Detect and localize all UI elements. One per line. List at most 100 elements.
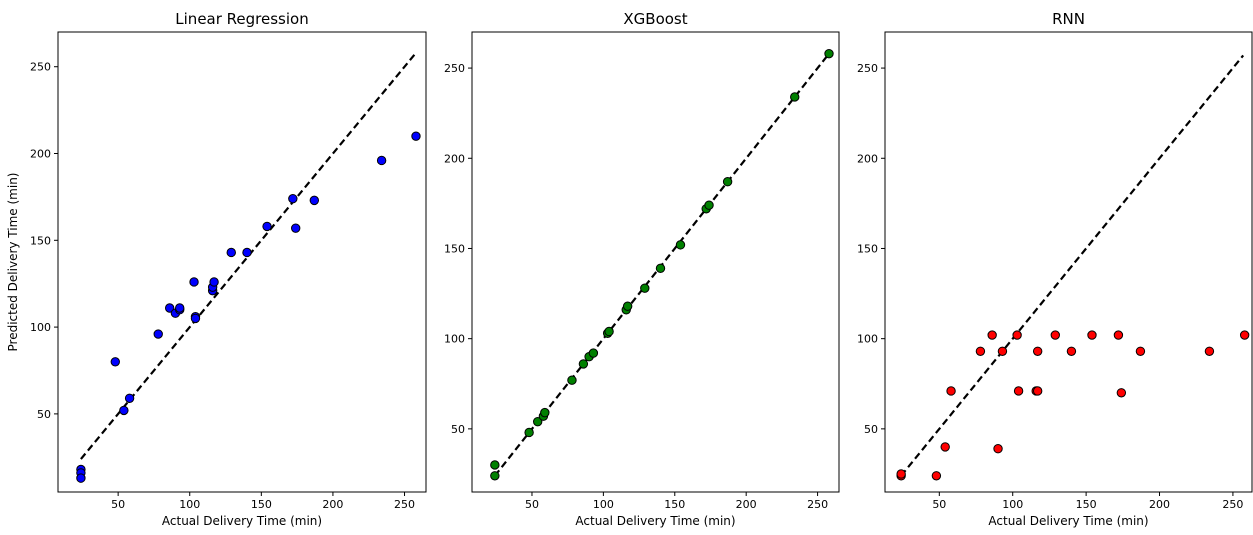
y-tick-label: 150 [857,242,878,255]
x-axis-label: Actual Delivery Time (min) [988,514,1148,528]
data-point [1087,330,1097,340]
y-tick-label: 100 [857,333,878,346]
data-point [1135,346,1146,356]
y-tick-label: 200 [30,148,51,161]
y-tick-label: 200 [444,152,465,165]
x-tick-label: 150 [251,498,272,511]
data-point [540,407,550,418]
data-point [1032,346,1043,356]
data-point [524,427,534,438]
data-point [532,416,543,427]
data-point [288,193,298,204]
data-point [1113,330,1124,340]
data-point [790,92,800,102]
data-point [242,247,252,258]
data-point [490,471,500,481]
x-tick-label: 50 [525,498,539,511]
y-tick-label: 50 [37,408,51,421]
x-tick-label: 200 [322,498,343,511]
data-point [704,200,714,210]
data-point [290,223,301,233]
data-point [1204,346,1215,356]
y-tick-label: 100 [30,321,51,334]
data-point [189,277,199,287]
data-point [490,460,500,470]
y-tick-label: 250 [444,62,465,75]
axes-frame [471,31,840,493]
x-tick-label: 200 [1149,498,1170,511]
data-point [578,359,589,369]
data-point [722,177,733,187]
axes-frame [884,31,1253,493]
x-tick-label: 150 [664,498,685,511]
subplot-3: RNN 50 100 150 200 250 50 100 150 200 250 Actual De… [857,10,1253,528]
y-tick-label: 150 [30,234,51,247]
data-point [987,330,997,340]
data-point [931,471,942,481]
subplot-title: Linear Regression [175,10,308,28]
data-point [209,277,219,287]
x-axis-label: Actual Delivery Time (min) [575,514,735,528]
data-point [604,326,614,337]
data-point [1013,386,1024,396]
data-point [896,469,906,479]
subplot-title: XGBoost [623,10,687,28]
ideal-fit-line [900,54,1245,477]
data-point [993,444,1003,454]
data-point [164,303,175,313]
data-point [640,283,650,293]
x-tick-label: 100 [593,498,614,511]
data-point [1116,388,1127,398]
x-tick-label: 250 [1222,498,1243,511]
data-point [675,240,686,250]
x-tick-label: 100 [1002,498,1023,511]
x-tick-label: 50 [932,498,946,511]
x-tick-label: 150 [1076,498,1097,511]
y-tick-label: 50 [451,423,465,436]
data-point [119,405,129,416]
y-axis-label: Predicted Delivery Time (min) [6,173,20,352]
y-tick-label: 250 [857,62,878,75]
data-point [824,48,834,59]
data-point [124,393,135,403]
data-point [567,375,577,385]
x-tick-label: 100 [179,498,200,511]
data-point [376,155,387,166]
data-point [190,313,201,324]
subplot-2: XGBoost 50 100 150 200 250 50 100 150 200 250 Actua… [444,10,840,528]
data-point [411,131,421,141]
subplot-title: RNN [1052,10,1085,28]
y-tick-label: 150 [444,242,465,255]
data-point [655,263,666,274]
data-point [1066,346,1077,356]
data-point [1050,330,1060,340]
data-point [1012,330,1022,340]
data-point [622,301,633,311]
data-point [997,346,1008,356]
x-tick-label: 200 [736,498,757,511]
y-tick-label: 50 [864,423,878,436]
x-tick-label: 50 [111,498,125,511]
data-point [226,247,236,258]
data-point [262,221,272,232]
y-tick-label: 100 [444,333,465,346]
data-point [946,386,956,396]
x-axis-label: Actual Delivery Time (min) [162,514,322,528]
data-point [940,442,950,452]
data-point [309,195,320,206]
data-point [76,473,86,483]
data-point [175,303,185,313]
data-point [1032,386,1043,396]
data-point [110,357,120,367]
y-tick-label: 250 [30,61,51,74]
axes-frame [57,31,427,493]
subplot-1: Linear Regression 50 100 150 200 250 50 100 150 2… [6,10,427,528]
data-point [588,348,599,358]
y-tick-label: 200 [857,152,878,165]
x-tick-label: 250 [807,498,828,511]
data-point [153,329,163,339]
data-point [1239,330,1250,340]
data-point [975,346,986,356]
x-tick-label: 250 [394,498,415,511]
